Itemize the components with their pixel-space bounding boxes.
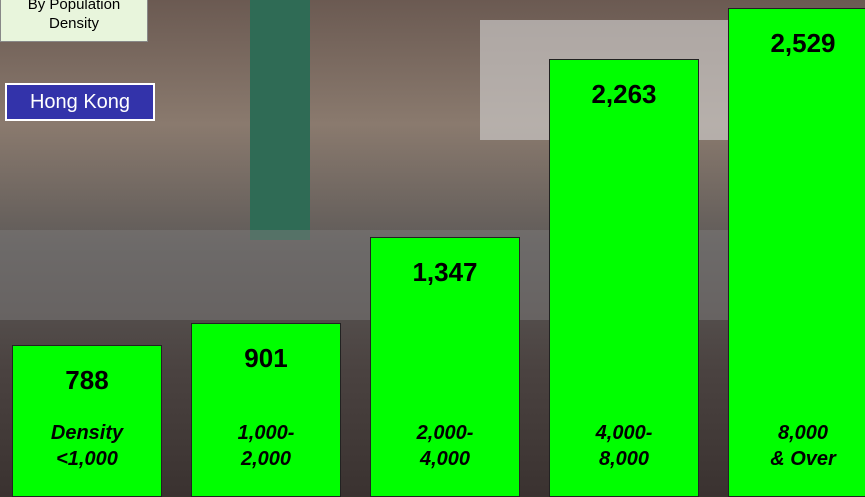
value-label: 901 xyxy=(244,342,288,373)
bar xyxy=(370,236,520,497)
bar xyxy=(728,7,865,497)
category-label: Density <1,000 xyxy=(50,422,124,470)
value-label: 2,529 xyxy=(770,27,836,58)
category-label: 8,000 & Over xyxy=(770,422,836,470)
category-label: 2,000- 4,000 xyxy=(416,422,474,470)
category-label: 4,000- 8,000 xyxy=(595,422,653,470)
value-label: 788 xyxy=(65,364,109,395)
value-label: 1,347 xyxy=(412,256,478,287)
chart-title: By Population Density xyxy=(0,0,148,42)
bar xyxy=(12,344,162,497)
value-label: 2,263 xyxy=(591,79,657,110)
background-photo xyxy=(250,0,310,240)
category-label: 1,000- 2,000 xyxy=(237,422,295,470)
bar xyxy=(191,322,341,497)
chart-subtitle: Hong Kong xyxy=(5,83,155,121)
